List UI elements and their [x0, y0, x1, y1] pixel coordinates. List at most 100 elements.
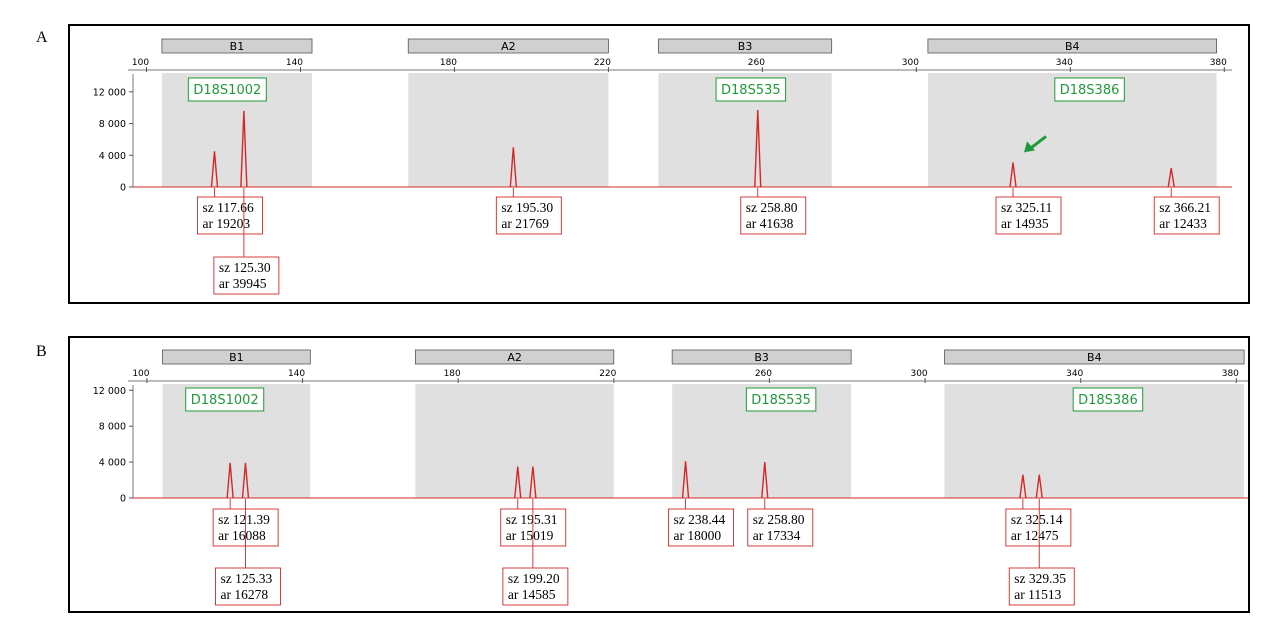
bin-label-B1: B1	[230, 40, 245, 53]
peak-mark	[1167, 167, 1175, 188]
peak-mark	[210, 151, 219, 188]
peak-area-label: ar 39945	[219, 276, 267, 291]
y-tick-label: 12 000	[93, 87, 126, 98]
bin-header-B3	[658, 38, 833, 54]
marker-D18S1002: D18S1002	[187, 77, 267, 102]
bin-header-A2	[407, 38, 609, 54]
x-tick-label: 300	[902, 58, 919, 68]
y-tick-label: 4 000	[99, 458, 126, 469]
y-tick-label: 12 000	[93, 386, 126, 397]
arrow-icon	[1024, 135, 1047, 153]
peak-size-label: sz 195.30	[501, 200, 553, 215]
peak-size-label: sz 238.44	[674, 512, 726, 527]
x-tick-label: 180	[444, 369, 461, 379]
x-tick-label: 380	[1222, 369, 1239, 379]
bin-label-B4: B4	[1065, 40, 1080, 53]
peak-area-label: ar 16278	[220, 587, 268, 602]
y-tick-label: 8 000	[99, 119, 126, 130]
peak-area-label: ar 15019	[506, 528, 554, 543]
annotation-box	[1153, 196, 1220, 235]
panel-frame	[68, 336, 1250, 613]
peak-size-label: sz 121.39	[218, 512, 270, 527]
y-tick-label: 0	[120, 494, 126, 505]
x-tick-label: 100	[132, 369, 149, 379]
peak-mark	[241, 462, 250, 499]
bin-header-B4	[927, 38, 1218, 54]
marker-box	[715, 77, 787, 102]
peak-mark	[240, 110, 248, 188]
peak-area-label: ar 18000	[674, 528, 722, 543]
marker-label: D18S1002	[193, 83, 261, 98]
peak-size-label: sz 258.80	[746, 200, 798, 215]
peak-area-label: ar 21769	[501, 216, 549, 231]
annotation-box	[668, 508, 734, 547]
marker-box	[185, 387, 265, 412]
bin-label-A2: A2	[501, 40, 516, 53]
peak-size-label: sz 195.31	[506, 512, 558, 527]
annotation-box	[740, 196, 807, 235]
x-tick-label: 300	[910, 369, 927, 379]
x-tick-label: 140	[286, 58, 303, 68]
peak-mark	[509, 147, 518, 188]
peak-mark	[754, 110, 762, 188]
annotation-box	[502, 567, 569, 606]
marker-box	[1054, 77, 1125, 102]
bin-label-A2: A2	[507, 351, 522, 364]
marker-label: D18S1002	[191, 393, 259, 408]
x-tick-label: 260	[755, 369, 772, 379]
x-tick-label: 340	[1066, 369, 1083, 379]
arrow-head	[1024, 141, 1036, 153]
bin-label-B1: B1	[229, 351, 244, 364]
peak-mark	[1019, 474, 1027, 499]
peak-area-label: ar 17334	[753, 528, 801, 543]
x-tick-label: 220	[594, 58, 611, 68]
marker-label: D18S535	[721, 83, 781, 98]
annotation-box	[495, 196, 562, 235]
panel-label: A	[36, 29, 48, 46]
annotation-box	[197, 196, 263, 235]
marker-label: D18S386	[1078, 393, 1138, 408]
peak-area-label: ar 11513	[1014, 587, 1061, 602]
peak-area-label: ar 14585	[508, 587, 556, 602]
peak-area-label: ar 14935	[1001, 216, 1049, 231]
peak-area-label: ar 12475	[1011, 528, 1059, 543]
peak-size-label: sz 329.35	[1014, 571, 1066, 586]
x-tick-label: 220	[599, 369, 616, 379]
annotation-box	[1005, 508, 1072, 547]
marker-box	[187, 77, 267, 102]
peak-mark	[681, 461, 690, 499]
y-tick-label: 8 000	[99, 422, 126, 433]
marker-D18S535: D18S535	[715, 77, 787, 102]
marker-D18S535: D18S535	[745, 387, 817, 412]
x-tick-label: 260	[748, 58, 765, 68]
bin-header-B1	[161, 38, 313, 54]
peak-mark	[529, 466, 537, 499]
peak-mark	[514, 466, 522, 499]
x-tick-label: 340	[1056, 58, 1073, 68]
peak-size-label: sz 366.21	[1159, 200, 1211, 215]
peak-size-label: sz 125.30	[219, 260, 271, 275]
x-tick-label: 380	[1210, 58, 1227, 68]
peak-size-label: sz 325.11	[1001, 200, 1052, 215]
annotation-box	[995, 196, 1062, 235]
bin-band-A2	[415, 384, 614, 498]
marker-D18S386: D18S386	[1054, 77, 1125, 102]
peak-size-label: sz 325.14	[1011, 512, 1063, 527]
bin-label-B3: B3	[754, 351, 769, 364]
bin-header-B1	[162, 349, 311, 365]
peak-size-label: sz 258.80	[753, 512, 805, 527]
annotation-box	[1008, 567, 1075, 606]
x-tick-label: 100	[132, 58, 149, 68]
bin-label-B4: B4	[1087, 351, 1102, 364]
marker-label: D18S386	[1060, 83, 1120, 98]
peak-area-label: ar 19203	[202, 216, 250, 231]
